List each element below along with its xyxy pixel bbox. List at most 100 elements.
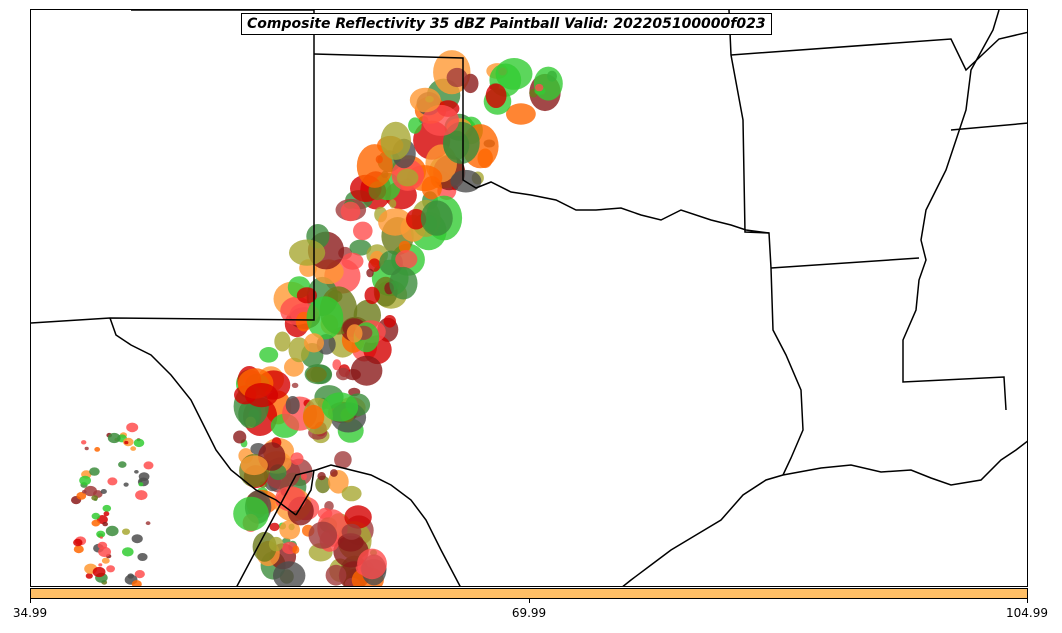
reflectivity-blob — [98, 563, 103, 567]
reflectivity-blob — [296, 287, 317, 304]
reflectivity-blob — [101, 557, 110, 564]
reflectivity-blob — [135, 490, 148, 501]
reflectivity-blob — [102, 504, 112, 512]
reflectivity-blob — [332, 359, 342, 371]
reflectivity-blob — [274, 331, 291, 352]
reflectivity-blob — [383, 315, 396, 328]
reflectivity-blob — [285, 396, 300, 415]
reflectivity-blob — [123, 482, 129, 487]
reflectivity-blob — [107, 477, 118, 486]
reflectivity-blob — [535, 83, 544, 92]
map-canvas — [31, 10, 1027, 586]
reflectivity-blob — [357, 548, 387, 580]
boundary-line — [236, 464, 461, 586]
reflectivity-blob — [131, 534, 143, 544]
reflectivity-blob — [73, 545, 84, 554]
reflectivity-blob — [317, 472, 326, 481]
reflectivity-blob — [98, 546, 111, 558]
reflectivity-blob — [82, 489, 87, 494]
reflectivity-blob — [122, 528, 130, 535]
reflectivity-blob — [134, 470, 139, 474]
boundary-line — [313, 53, 770, 234]
reflectivity-blob — [302, 404, 325, 430]
reflectivity-blob — [244, 383, 279, 408]
reflectivity-blob — [306, 296, 344, 340]
reflectivity-blob — [97, 541, 108, 550]
reflectivity-blob — [325, 564, 347, 586]
reflectivity-paintball-layer — [71, 50, 563, 586]
reflectivity-blob — [99, 536, 103, 539]
reflectivity-blob — [422, 104, 459, 136]
reflectivity-blob — [420, 200, 453, 236]
reflectivity-blob — [308, 521, 338, 549]
state-boundaries — [31, 10, 1027, 586]
reflectivity-blob — [127, 573, 134, 579]
colorbar-tick-label-mid: 69.99 — [511, 606, 547, 620]
colorbar-tick-label-min: 34.99 — [12, 606, 48, 620]
reflectivity-blob — [96, 530, 106, 538]
reflectivity-blob — [334, 451, 352, 469]
reflectivity-blob — [446, 67, 468, 88]
reflectivity-blob — [233, 430, 247, 444]
reflectivity-blob — [91, 512, 100, 520]
colorbar — [30, 588, 1028, 599]
reflectivity-blob — [91, 495, 99, 501]
reflectivity-blob — [336, 367, 351, 381]
reflectivity-blob — [134, 570, 145, 579]
reflectivity-blob — [353, 221, 373, 241]
reflectivity-blob — [495, 58, 533, 90]
reflectivity-blob — [389, 199, 397, 209]
reflectivity-blob — [130, 446, 137, 451]
reflectivity-blob — [275, 486, 306, 512]
reflectivity-blob — [100, 489, 107, 494]
reflectivity-blob — [378, 208, 413, 236]
reflectivity-blob — [76, 492, 87, 500]
reflectivity-blob — [94, 447, 101, 452]
reflectivity-blob — [269, 522, 280, 532]
reflectivity-blob — [233, 496, 269, 531]
reflectivity-blob — [341, 252, 364, 270]
reflectivity-blob — [85, 573, 93, 579]
reflectivity-blob — [356, 144, 393, 188]
reflectivity-blob — [105, 525, 119, 537]
coastline — [782, 440, 1027, 486]
reflectivity-blob — [284, 357, 304, 377]
reflectivity-blob — [406, 208, 427, 230]
reflectivity-blob — [137, 553, 148, 561]
reflectivity-blob — [107, 432, 121, 444]
reflectivity-blob — [421, 176, 442, 200]
reflectivity-blob — [103, 511, 110, 517]
reflectivity-blob — [252, 531, 277, 562]
reflectivity-blob — [300, 472, 307, 481]
boundary-line — [31, 10, 315, 324]
reflectivity-blob — [145, 521, 151, 526]
reflectivity-blob — [315, 475, 331, 494]
map-title: Composite Reflectivity 35 dBZ Paintball … — [241, 13, 772, 35]
reflectivity-blob — [341, 485, 362, 502]
reflectivity-blob — [106, 565, 115, 573]
reflectivity-blob — [81, 440, 87, 445]
reflectivity-blob — [126, 422, 139, 433]
colorbar-tick-mark — [30, 599, 31, 603]
reflectivity-blob — [533, 66, 563, 101]
river-boundary — [902, 10, 1007, 411]
reflectivity-blob — [485, 83, 507, 108]
reflectivity-blob — [268, 536, 284, 552]
reflectivity-blob — [380, 121, 411, 160]
reflectivity-blob — [290, 452, 304, 466]
reflectivity-blob — [273, 561, 306, 586]
reflectivity-blob — [409, 87, 441, 113]
reflectivity-blob — [366, 268, 374, 278]
map-panel — [30, 9, 1028, 587]
boundary-line — [295, 469, 315, 516]
reflectivity-blob — [122, 547, 134, 557]
reflectivity-blob — [259, 347, 279, 363]
reflectivity-blob — [368, 258, 381, 272]
reflectivity-blob — [396, 168, 419, 187]
colorbar-tick-label-max: 104.99 — [1006, 606, 1048, 620]
reflectivity-blob — [398, 240, 411, 253]
reflectivity-blob — [292, 545, 300, 554]
reflectivity-blob — [346, 324, 363, 343]
reflectivity-blob — [322, 392, 359, 422]
boundary-line — [109, 317, 297, 516]
